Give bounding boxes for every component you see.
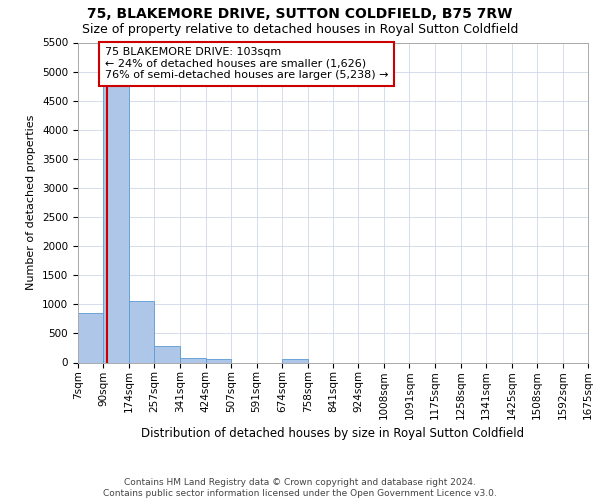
Bar: [154, 346, 180, 362]
Bar: [205, 358, 231, 362]
Text: Contains HM Land Registry data © Crown copyright and database right 2024.
Contai: Contains HM Land Registry data © Crown c…: [103, 478, 497, 498]
Bar: [78, 313, 103, 362]
Text: Size of property relative to detached houses in Royal Sutton Coldfield: Size of property relative to detached ho…: [82, 22, 518, 36]
Text: 75, BLAKEMORE DRIVE, SUTTON COLDFIELD, B75 7RW: 75, BLAKEMORE DRIVE, SUTTON COLDFIELD, B…: [88, 8, 512, 22]
Bar: [180, 358, 205, 362]
Bar: [129, 301, 154, 362]
Text: 75 BLAKEMORE DRIVE: 103sqm
← 24% of detached houses are smaller (1,626)
76% of s: 75 BLAKEMORE DRIVE: 103sqm ← 24% of deta…: [105, 47, 388, 80]
X-axis label: Distribution of detached houses by size in Royal Sutton Coldfield: Distribution of detached houses by size …: [142, 427, 524, 440]
Y-axis label: Number of detached properties: Number of detached properties: [26, 115, 37, 290]
Bar: [103, 66, 129, 362]
Bar: [282, 359, 308, 362]
